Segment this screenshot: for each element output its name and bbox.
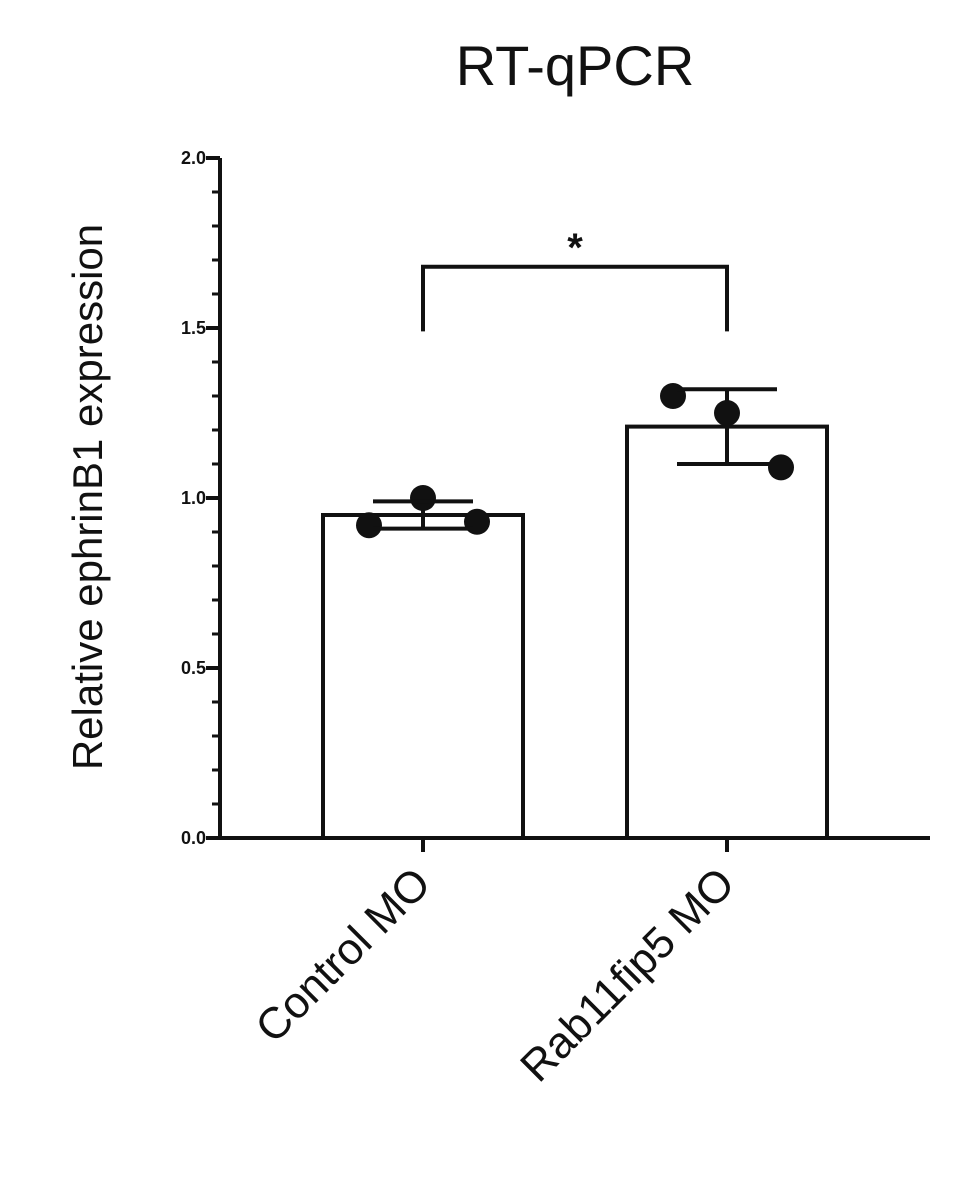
y-tick-label: 1.0	[181, 488, 206, 508]
x-tick-labels: Control MO Rab11fip5 MO	[246, 858, 744, 1091]
bar-1	[625, 424, 829, 840]
chart-title: RT-qPCR	[456, 34, 695, 97]
bars	[321, 424, 829, 840]
bar-0	[321, 513, 525, 840]
significance-label: *	[567, 226, 583, 270]
data-point	[660, 383, 686, 409]
y-tick-label: 2.0	[181, 148, 206, 168]
data-point	[356, 512, 382, 539]
y-tick-label: 0.0	[181, 828, 206, 848]
y-tick-label: 1.5	[181, 318, 206, 338]
data-points	[356, 383, 794, 539]
significance-line	[421, 264, 729, 332]
y-axis-label: Relative ephrinB1 expression	[64, 224, 111, 770]
data-point	[410, 485, 436, 511]
x-tick-label: Control MO	[246, 858, 440, 1052]
y-tick-label: 0.5	[181, 658, 206, 678]
x-tick-label: Rab11fip5 MO	[511, 858, 744, 1091]
significance-bracket: *	[421, 226, 729, 332]
data-point	[768, 454, 794, 481]
data-point	[464, 508, 490, 535]
